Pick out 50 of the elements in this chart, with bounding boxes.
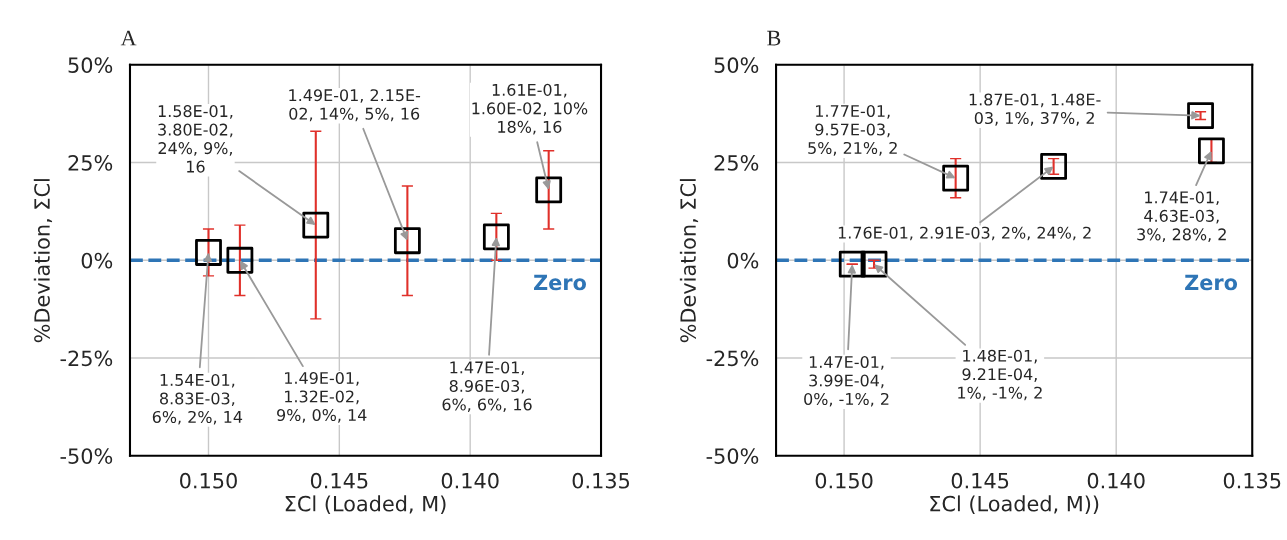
annotation: 1.49E-01, 2.15E- 02, 14%, 5%, 16 — [289, 89, 421, 122]
annotation: 1.47E-01, 3.99E-04, 0%, -1%, 2 — [804, 355, 889, 407]
x-axis-title: ΣCl (Loaded, M)) — [930, 495, 1099, 514]
y-axis-title: %Deviation, ΣCl — [679, 179, 699, 343]
y-tick-label: -25% — [706, 350, 759, 367]
annotation: 1.77E-01, 9.57E-03, 5%, 21%, 2 — [808, 104, 897, 156]
y-tick-label: -50% — [60, 448, 113, 464]
y-tick-label: 25% — [714, 154, 759, 171]
x-tick-label: 0.145 — [310, 472, 368, 489]
x-tick-label: 0.150 — [180, 472, 237, 489]
point — [226, 246, 254, 274]
annotation: 1.74E-01, 4.63E-03, 3%, 28%, 2 — [1137, 191, 1226, 243]
y-tick-label: -50% — [706, 448, 759, 464]
ref-line-label: Zero — [534, 274, 586, 291]
y-tick-label: 25% — [68, 154, 113, 171]
y-axis-title: %Deviation, ΣCl — [33, 179, 53, 343]
x-tick-label: 0.135 — [572, 472, 630, 489]
x-tick-label: 0.145 — [951, 472, 1009, 489]
annotation: 1.54E-01, 8.83E-03, 6%, 2%, 14 — [152, 373, 243, 425]
y-tick-label: 0% — [727, 252, 759, 269]
point — [393, 227, 421, 255]
y-tick-label: 0% — [81, 252, 113, 269]
point — [838, 250, 866, 278]
annotation: 1.58E-01, 3.80E-02, 24%, 9%, 16 — [158, 105, 233, 173]
x-tick-label: 0.140 — [1087, 472, 1145, 489]
point — [860, 250, 888, 278]
point — [1040, 153, 1068, 180]
annotation: 1.87E-01, 1.48E- 03, 1%, 37%, 2 — [969, 93, 1101, 126]
point — [482, 223, 510, 251]
annotation: 1.76E-01, 2.91E-03, 2%, 24%, 2 — [838, 226, 1091, 241]
point — [535, 176, 563, 204]
point — [302, 211, 330, 239]
annotation: 1.48E-01, 9.21E-04, 1%, -1%, 2 — [958, 349, 1042, 401]
point — [195, 239, 222, 266]
x-axis-title: ΣCl (Loaded, M) — [285, 495, 446, 514]
y-tick-label: 50% — [68, 57, 113, 74]
x-tick-label: 0.150 — [815, 472, 873, 489]
annotation: 1.61E-01, 1.60E-02, 10% 18%, 16 — [472, 83, 588, 135]
point — [1198, 137, 1225, 165]
x-tick-label: 0.140 — [441, 472, 499, 489]
chart-title: A — [120, 30, 137, 46]
chart-title: B — [767, 30, 781, 46]
point — [942, 164, 970, 192]
point — [1187, 102, 1214, 130]
annotation: 1.49E-01, 1.32E-02, 9%, 0%, 14 — [277, 371, 367, 423]
y-tick-label: -25% — [60, 350, 113, 367]
y-tick-label: 50% — [714, 57, 759, 74]
ref-line-label: Zero — [1185, 274, 1238, 291]
x-tick-label: 0.135 — [1223, 472, 1281, 489]
annotation: 1.47E-01, 8.96E-03, 6%, 6%, 16 — [442, 361, 532, 413]
